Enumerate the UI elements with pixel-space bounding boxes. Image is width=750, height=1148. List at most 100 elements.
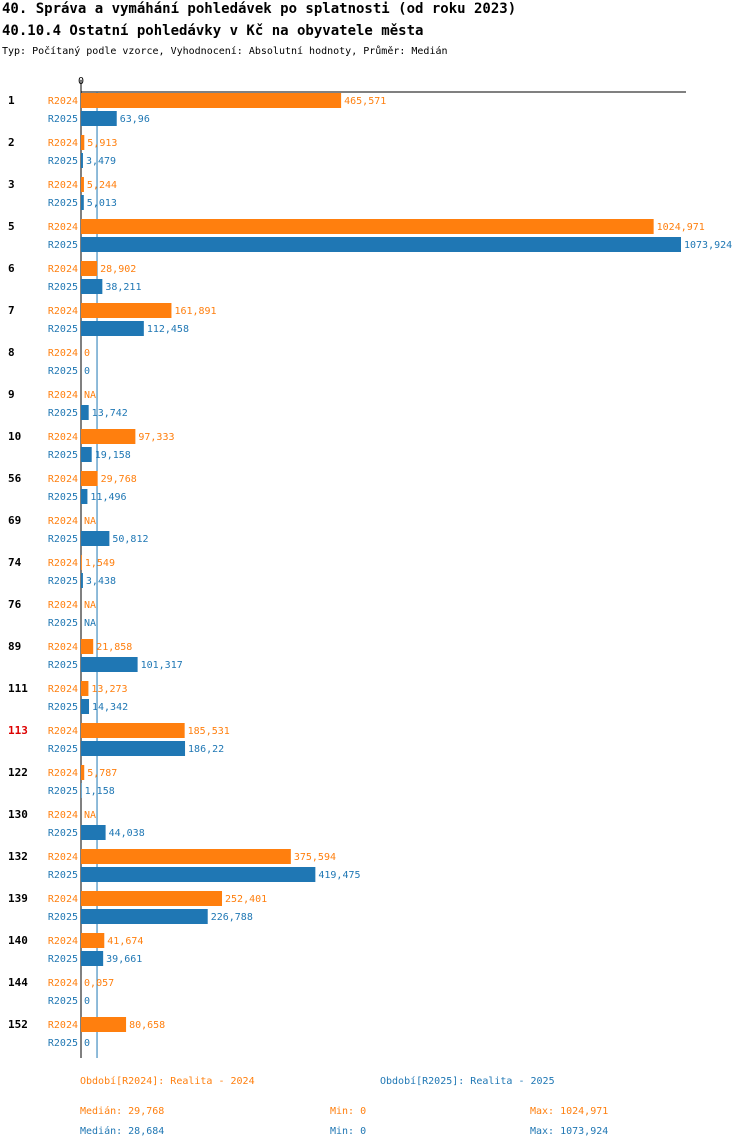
bar-r2025 — [81, 783, 82, 798]
bar-r2025 — [81, 489, 88, 504]
chart-subtitle: 40.10.4 Ostatní pohledávky v Kč na obyva… — [2, 23, 423, 39]
value-label-r2024: 1,549 — [85, 558, 115, 569]
value-label-r2024: 21,858 — [96, 642, 132, 653]
bar-r2025 — [81, 237, 681, 252]
value-label-r2024: 5,787 — [87, 768, 117, 779]
series-label-r2024: R2024 — [48, 768, 78, 779]
series-label-r2025: R2025 — [48, 618, 78, 629]
series-label-r2024: R2024 — [48, 684, 78, 695]
category-label: 10 — [8, 430, 21, 443]
category-label: 69 — [8, 514, 21, 527]
bar-r2024 — [81, 891, 223, 906]
bar-r2024 — [81, 933, 105, 948]
series-label-r2025: R2025 — [48, 576, 78, 587]
bar-r2025 — [81, 321, 144, 336]
series-label-r2025: R2025 — [48, 198, 78, 209]
category-label: 6 — [8, 262, 15, 275]
series-label-r2024: R2024 — [48, 936, 78, 947]
value-label-r2024: NA — [84, 390, 96, 401]
bar-r2024 — [81, 219, 654, 234]
value-label-r2024: 0 — [84, 348, 90, 359]
value-label-r2024: NA — [84, 600, 96, 611]
bar-r2025 — [81, 909, 208, 924]
value-label-r2025: 19,158 — [95, 450, 131, 461]
series-label-r2025: R2025 — [48, 660, 78, 671]
series-label-r2025: R2025 — [48, 408, 78, 419]
category-label: 7 — [8, 304, 15, 317]
category-label: 8 — [8, 346, 15, 359]
bar-r2025 — [81, 111, 117, 126]
series-label-r2025: R2025 — [48, 324, 78, 335]
legend-item-r2024: Období[R2024]: Realita - 2024 — [80, 1075, 255, 1087]
series-label-r2024: R2024 — [48, 96, 78, 107]
value-label-r2024: 80,658 — [129, 1020, 165, 1031]
value-label-r2024: 1024,971 — [657, 222, 705, 233]
category-label: 152 — [8, 1018, 28, 1031]
stat-median-r2025: Medián: 28,684 — [80, 1125, 164, 1137]
category-label: 9 — [8, 388, 15, 401]
value-label-r2025: 186,22 — [188, 744, 224, 755]
series-label-r2024: R2024 — [48, 726, 78, 737]
stat-max-r2024: Max: 1024,971 — [530, 1106, 608, 1117]
stat-min-r2024: Min: 0 — [330, 1106, 366, 1117]
value-label-r2024: 465,571 — [344, 96, 386, 107]
series-label-r2024: R2024 — [48, 138, 78, 149]
series-label-r2025: R2025 — [48, 912, 78, 923]
series-label-r2025: R2025 — [48, 366, 78, 377]
value-label-r2025: 50,812 — [112, 534, 148, 545]
bar-r2025 — [81, 195, 84, 210]
value-label-r2024: 0,057 — [84, 978, 114, 989]
bar-r2024 — [81, 849, 291, 864]
value-label-r2024: NA — [84, 810, 96, 821]
series-label-r2024: R2024 — [48, 894, 78, 905]
category-label: 111 — [8, 682, 28, 695]
legend-item-r2025: Období[R2025]: Realita - 2025 — [380, 1075, 555, 1087]
bar-r2025 — [81, 279, 103, 294]
bar-r2025 — [81, 573, 83, 588]
bar-r2025 — [81, 153, 83, 168]
series-label-r2025: R2025 — [48, 786, 78, 797]
bar-r2025 — [81, 405, 89, 420]
series-label-r2025: R2025 — [48, 114, 78, 125]
value-label-r2024: 252,401 — [225, 894, 267, 905]
series-label-r2024: R2024 — [48, 432, 78, 443]
value-label-r2025: 13,742 — [92, 408, 128, 419]
plot-area: 1 R2024 465,571 R2025 63,96 2 R2024 5,913 R2025 3… — [8, 80, 732, 1058]
category-label: 122 — [8, 766, 28, 779]
bar-r2024 — [81, 177, 84, 192]
bar-r2024 — [81, 681, 89, 696]
value-label-r2025: 11,496 — [90, 492, 126, 503]
bar-r2025 — [81, 447, 92, 462]
value-label-r2025: 0 — [84, 366, 90, 377]
series-label-r2025: R2025 — [48, 702, 78, 713]
bar-r2025 — [81, 741, 186, 756]
category-label: 5 — [8, 220, 15, 233]
value-label-r2024: 5,913 — [87, 138, 117, 149]
stat-max-r2025: Max: 1073,924 — [530, 1126, 608, 1137]
value-label-r2025: 419,475 — [318, 870, 360, 881]
bar-r2024 — [81, 639, 94, 654]
value-label-r2025: 5,013 — [87, 198, 117, 209]
value-label-r2024: 161,891 — [174, 306, 216, 317]
value-label-r2025: 39,661 — [106, 954, 142, 965]
series-label-r2025: R2025 — [48, 156, 78, 167]
series-label-r2025: R2025 — [48, 954, 78, 965]
category-label: 139 — [8, 892, 28, 905]
series-label-r2024: R2024 — [48, 222, 78, 233]
series-label-r2024: R2024 — [48, 600, 78, 611]
value-label-r2025: 1,158 — [85, 786, 115, 797]
bar-r2024 — [81, 471, 98, 486]
chart-description: Typ: Počítaný podle vzorce, Vyhodnocení:… — [2, 45, 448, 57]
bar-r2024 — [81, 135, 85, 150]
series-label-r2025: R2025 — [48, 744, 78, 755]
series-label-r2024: R2024 — [48, 474, 78, 485]
legend: Období[R2024]: Realita - 2024 Období[R202… — [80, 1075, 608, 1137]
category-label: 56 — [8, 472, 22, 485]
value-label-r2025: 44,038 — [109, 828, 145, 839]
bar-r2025 — [81, 657, 138, 672]
series-label-r2024: R2024 — [48, 348, 78, 359]
bar-r2024 — [81, 555, 82, 570]
value-label-r2024: 28,902 — [100, 264, 136, 275]
value-label-r2024: NA — [84, 516, 96, 527]
